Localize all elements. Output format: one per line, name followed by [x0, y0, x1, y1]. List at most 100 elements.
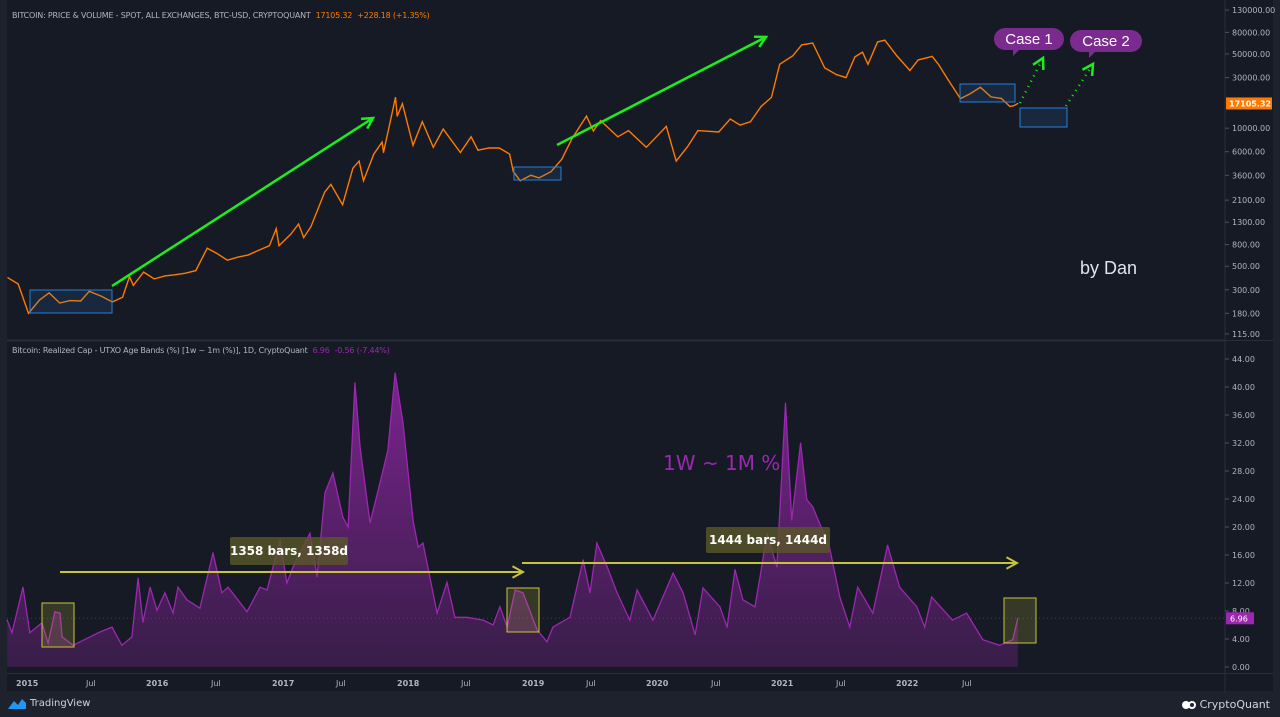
price-axis-label: 10000.00	[1232, 124, 1270, 133]
accumulation-box	[959, 83, 1016, 103]
range-arrow-head	[1005, 556, 1020, 570]
price-axis-label: 80000.00	[1232, 28, 1270, 37]
indicator-point	[221, 592, 223, 594]
indicator-point	[694, 634, 696, 636]
x-axis-label: 2015	[16, 679, 39, 688]
price-point	[258, 249, 260, 251]
price-point	[352, 167, 354, 169]
indicator-point	[47, 642, 49, 644]
price-point	[770, 96, 773, 99]
price-axis-label: 2100.00	[1232, 196, 1265, 205]
trend-arrow	[556, 35, 767, 147]
trend-arrow	[111, 116, 374, 288]
price-point	[184, 272, 187, 274]
x-axis-label: 2017	[272, 679, 294, 688]
indicator-point	[142, 621, 144, 623]
indicator-area	[7, 373, 1018, 667]
price-point	[877, 41, 879, 43]
price-point	[749, 121, 752, 123]
indicator-legend-title: Bitcoin: Realized Cap - UTXO Age Bands (…	[12, 346, 308, 355]
price-point	[382, 151, 385, 154]
price-point	[538, 177, 540, 179]
price-point	[303, 237, 305, 239]
price-point	[979, 86, 981, 88]
cycle-bottom-box	[1003, 597, 1037, 644]
price-legend-title: BITCOIN: PRICE & VOLUME - SPOT, ALL EXCH…	[12, 11, 311, 20]
price-point	[268, 245, 270, 247]
indicator-point	[719, 606, 721, 608]
indicator-point	[951, 619, 954, 621]
case1-label: Case 1	[1005, 31, 1053, 48]
indicator-point	[286, 582, 288, 584]
y-axis-strip[interactable]	[1225, 0, 1273, 673]
price-point	[421, 121, 423, 123]
indicator-axis-label: 0.00	[1232, 663, 1250, 672]
cryptoquant-label: CryptoQuant	[1199, 698, 1270, 711]
price-point	[174, 274, 176, 276]
indicator-point	[784, 402, 787, 404]
indicator-point	[111, 626, 113, 628]
indicator-point	[924, 626, 926, 628]
range-arrow-head	[511, 565, 526, 579]
price-point	[275, 228, 277, 230]
price-point	[381, 141, 383, 143]
indicator-point	[417, 546, 419, 548]
tradingview-label: TradingView	[30, 698, 91, 709]
indicator-legend: Bitcoin: Realized Cap - UTXO Age Bands (…	[12, 346, 390, 355]
price-point	[358, 160, 360, 162]
indicator-point	[446, 581, 448, 583]
x-axis-strip[interactable]	[7, 673, 1273, 691]
indicator-point	[342, 516, 344, 518]
indicator-point	[6, 619, 8, 621]
indicator-point	[22, 586, 24, 588]
indicator-axis-label: 44.00	[1232, 355, 1255, 364]
indicator-point	[492, 624, 494, 626]
indicator-point	[999, 644, 1001, 646]
price-point	[297, 223, 300, 225]
indicator-point	[702, 587, 704, 589]
price-point	[330, 183, 332, 186]
price-point	[969, 93, 971, 95]
case2-projection-head	[1081, 61, 1095, 77]
indicator-point	[616, 592, 618, 594]
price-point	[697, 129, 699, 132]
chart-canvas[interactable]: 130000.00 80000.00 50000.00 30000.00 10000.0…	[0, 0, 1280, 692]
indicator-point	[734, 569, 736, 571]
price-point	[931, 55, 933, 57]
price-point	[477, 149, 479, 151]
price-point	[1013, 105, 1015, 107]
price-point	[600, 119, 602, 122]
price-point	[101, 295, 103, 297]
indicator-point	[606, 566, 608, 568]
tradingview-logo[interactable]: TradingView	[8, 698, 90, 709]
indicator-legend-last: 6.96	[312, 346, 330, 355]
price-point	[362, 180, 365, 182]
price-axis-label: 180.00	[1232, 309, 1260, 318]
price-point	[585, 115, 588, 117]
indicator-point	[569, 616, 571, 618]
price-point	[884, 39, 886, 41]
price-pane[interactable]	[7, 0, 1225, 339]
trend-arrow-head	[360, 116, 376, 130]
price-axis-label: 800.00	[1232, 241, 1260, 250]
price-point	[394, 96, 397, 99]
indicator-point	[292, 566, 294, 568]
footer: TradingView CryptoQuant	[0, 692, 1280, 717]
x-axis-label: 2020	[646, 679, 669, 688]
indicator-axis-label: 40.00	[1232, 383, 1255, 392]
indicator-point	[422, 542, 424, 544]
price-axis-label: 115.00	[1232, 330, 1260, 339]
x-axis-label: Jul	[961, 679, 972, 688]
indicator-axis-label: 8.00	[1232, 607, 1250, 616]
indicator-point	[259, 586, 261, 588]
price-point	[867, 63, 869, 65]
indicator-point	[499, 606, 501, 608]
price-point	[937, 63, 940, 65]
indicator-point	[791, 519, 793, 521]
indicator-point	[966, 612, 968, 614]
cryptoquant-logo[interactable]: CryptoQuant	[1181, 698, 1270, 711]
indicator-point	[742, 599, 744, 601]
price-axis-label: 130000.00	[1232, 6, 1275, 15]
indicator-point	[522, 592, 524, 594]
range2-box	[706, 527, 830, 553]
